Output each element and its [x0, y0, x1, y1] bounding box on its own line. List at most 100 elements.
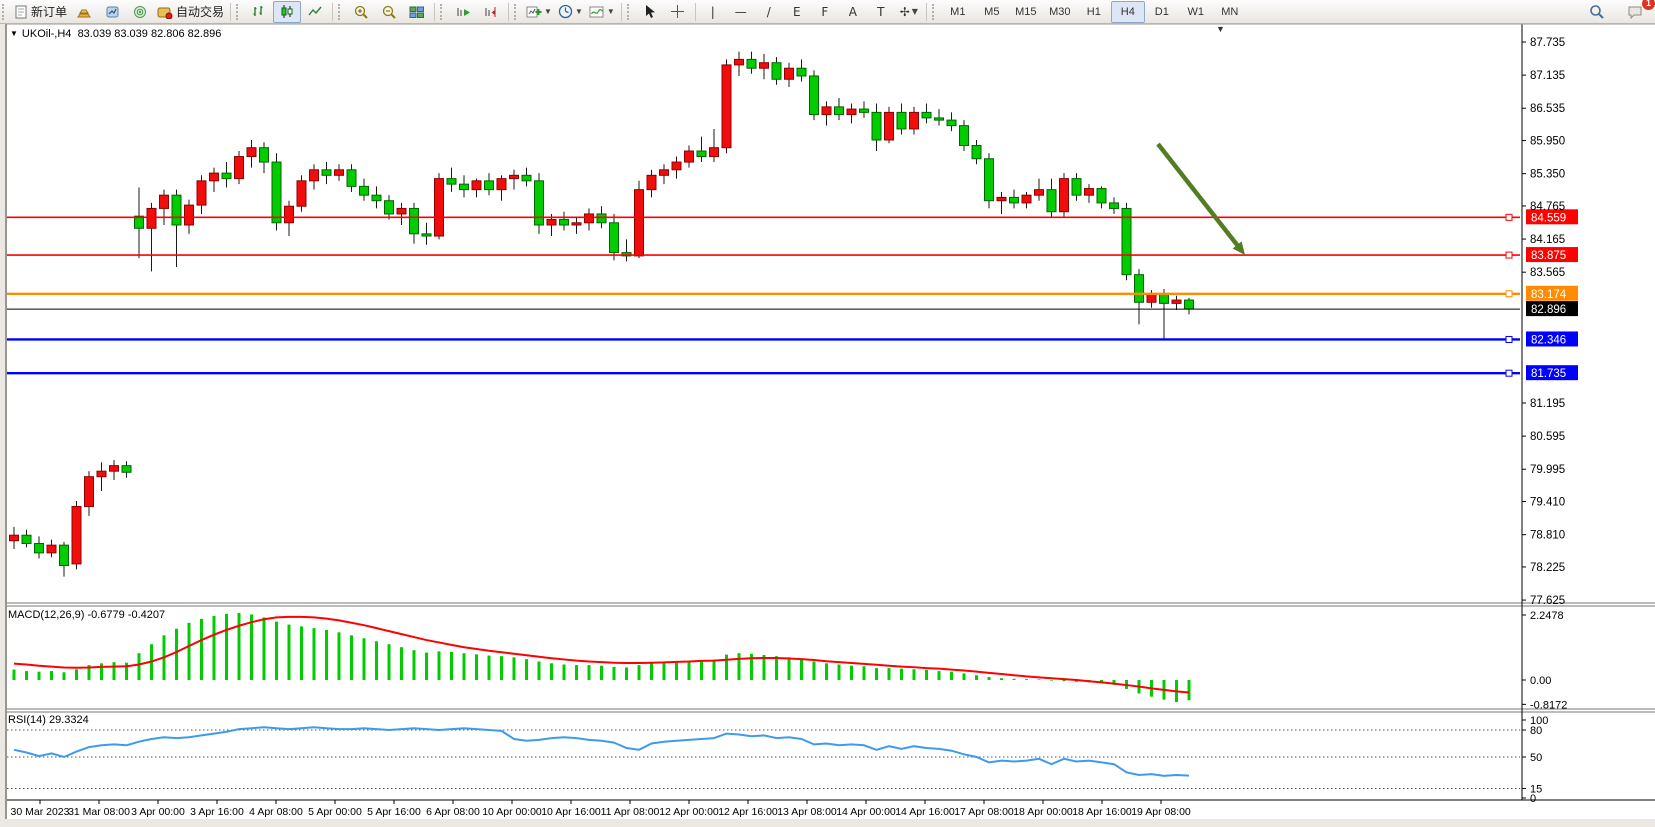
- candle: [546, 218, 557, 226]
- candle: [484, 180, 494, 191]
- hline-84.559[interactable]: 84.559: [2, 209, 1578, 225]
- candle: [59, 544, 69, 567]
- timeframe-m5-button[interactable]: M5: [984, 5, 1000, 18]
- auto-scroll-icon: [455, 5, 471, 19]
- hline-82.346[interactable]: 82.346: [2, 331, 1578, 347]
- candle: [946, 119, 957, 127]
- crosshair-tool-button[interactable]: [664, 1, 692, 23]
- timeframe-mn-button[interactable]: MN: [1221, 5, 1239, 18]
- hline-81.735[interactable]: 81.735: [2, 365, 1578, 381]
- candles: [9, 51, 1194, 577]
- channel-tool-button[interactable]: E: [793, 4, 801, 19]
- candle: [134, 215, 144, 229]
- chart-profile-button[interactable]: [70, 1, 98, 23]
- timeframe-d1-button[interactable]: D1: [1154, 5, 1169, 18]
- macd-axis-label: 2.2478: [1530, 610, 1564, 622]
- auto-trading-icon: [157, 5, 173, 19]
- candle: [634, 189, 644, 257]
- candle: [334, 169, 344, 176]
- price-tick-label: 78.810: [1530, 530, 1565, 542]
- period-button[interactable]: ▼: [555, 1, 586, 23]
- rsi-axis-label: 80: [1530, 725, 1542, 737]
- tile-windows-button[interactable]: [403, 1, 431, 23]
- search-icon: [1589, 4, 1605, 20]
- new-order-icon: [14, 5, 28, 19]
- rsi-axis-label: 0: [1530, 793, 1536, 805]
- rsi-axis-label: 100: [1530, 715, 1548, 727]
- text-tool-button[interactable]: A: [848, 4, 857, 19]
- hline-83.875[interactable]: 83.875: [2, 247, 1578, 263]
- line-chart-button[interactable]: [301, 1, 329, 23]
- toolbar-separator: [332, 2, 334, 21]
- search-button[interactable]: [1583, 1, 1611, 23]
- timeframe-group: M1 M5 M15 M30 H1 H4 D1 W1 MN: [941, 0, 1247, 23]
- vline-tool-button[interactable]: |: [710, 4, 715, 19]
- candle: [171, 194, 182, 226]
- zoom-in-button[interactable]: [347, 1, 375, 23]
- candle: [934, 117, 944, 121]
- candle: [996, 196, 1007, 202]
- candle: [384, 200, 394, 215]
- candle: [184, 204, 194, 226]
- new-chart-button[interactable]: ▼: [523, 1, 555, 23]
- label-tool-button[interactable]: T: [877, 4, 885, 19]
- new-order-button[interactable]: 新订单: [11, 1, 70, 23]
- market-watch-icon: [105, 5, 120, 19]
- bar-chart-button[interactable]: [245, 1, 273, 23]
- timeframe-m15-button[interactable]: M15: [1015, 5, 1037, 18]
- timeframe-w1-button[interactable]: W1: [1187, 5, 1205, 18]
- collapse-triangle-icon[interactable]: ▼: [10, 29, 18, 38]
- candle: [371, 194, 382, 202]
- candle: [71, 506, 82, 565]
- candle: [734, 58, 744, 66]
- price-tick-label: 80.595: [1530, 431, 1565, 443]
- toolbar-separator: [925, 2, 927, 21]
- toolbar-grip: [338, 3, 345, 20]
- timeframe-h1-button[interactable]: H1: [1086, 5, 1101, 18]
- candle: [1021, 194, 1032, 204]
- price-tick-label: 79.410: [1530, 497, 1565, 509]
- chart-shift-button[interactable]: [477, 1, 505, 23]
- signals-button[interactable]: [126, 1, 154, 23]
- candle: [671, 161, 682, 171]
- notifications-button[interactable]: 1: [1621, 0, 1655, 23]
- rsi-line: [13, 726, 1190, 777]
- toolbar-separator: [694, 2, 696, 21]
- candle: [684, 150, 694, 163]
- toolbar-separator: [508, 2, 510, 21]
- line-chart-icon: [307, 4, 323, 19]
- time-axis-label: 14 Apr 16:00: [895, 806, 955, 818]
- shapes-tool-button[interactable]: ✢ ▼: [899, 4, 918, 19]
- timeframe-m1-button[interactable]: M1: [950, 5, 966, 18]
- timeframe-h4-button[interactable]: H4: [1110, 0, 1145, 23]
- hline-tool-button[interactable]: —: [734, 4, 747, 19]
- market-watch-button[interactable]: [98, 1, 126, 23]
- time-axis-label: 31 Mar 08:00: [68, 806, 130, 818]
- candle: [796, 67, 807, 77]
- chart-shift-marker-icon[interactable]: ▼: [1216, 24, 1225, 34]
- toolbar-separator: [230, 2, 232, 21]
- candle: [471, 180, 482, 191]
- window-frame: [0, 23, 7, 827]
- chevron-down-icon: ▼: [574, 7, 583, 16]
- candle: [1134, 274, 1144, 303]
- trendline-tool-button[interactable]: /: [766, 4, 771, 19]
- cursor-tool-button[interactable]: [636, 1, 664, 23]
- indicators-button[interactable]: ▼: [586, 1, 618, 23]
- candlestick-icon: [279, 4, 295, 19]
- trend-arrow-annotation[interactable]: [1156, 142, 1245, 255]
- candle: [846, 108, 857, 116]
- auto-trading-button[interactable]: 自动交易: [154, 1, 227, 23]
- timeframe-m30-button[interactable]: M30: [1049, 5, 1071, 18]
- rsi-axis-label: 15: [1530, 784, 1542, 796]
- auto-scroll-button[interactable]: [449, 1, 477, 23]
- time-axis-label: 18 Apr 00:00: [1013, 806, 1073, 818]
- hline-83.174[interactable]: 83.174: [2, 285, 1578, 301]
- zoom-out-button[interactable]: [375, 1, 403, 23]
- candlestick-chart-button[interactable]: [273, 0, 302, 23]
- candle: [909, 111, 919, 130]
- candle: [921, 111, 932, 119]
- fibonacci-tool-button[interactable]: F: [821, 4, 829, 19]
